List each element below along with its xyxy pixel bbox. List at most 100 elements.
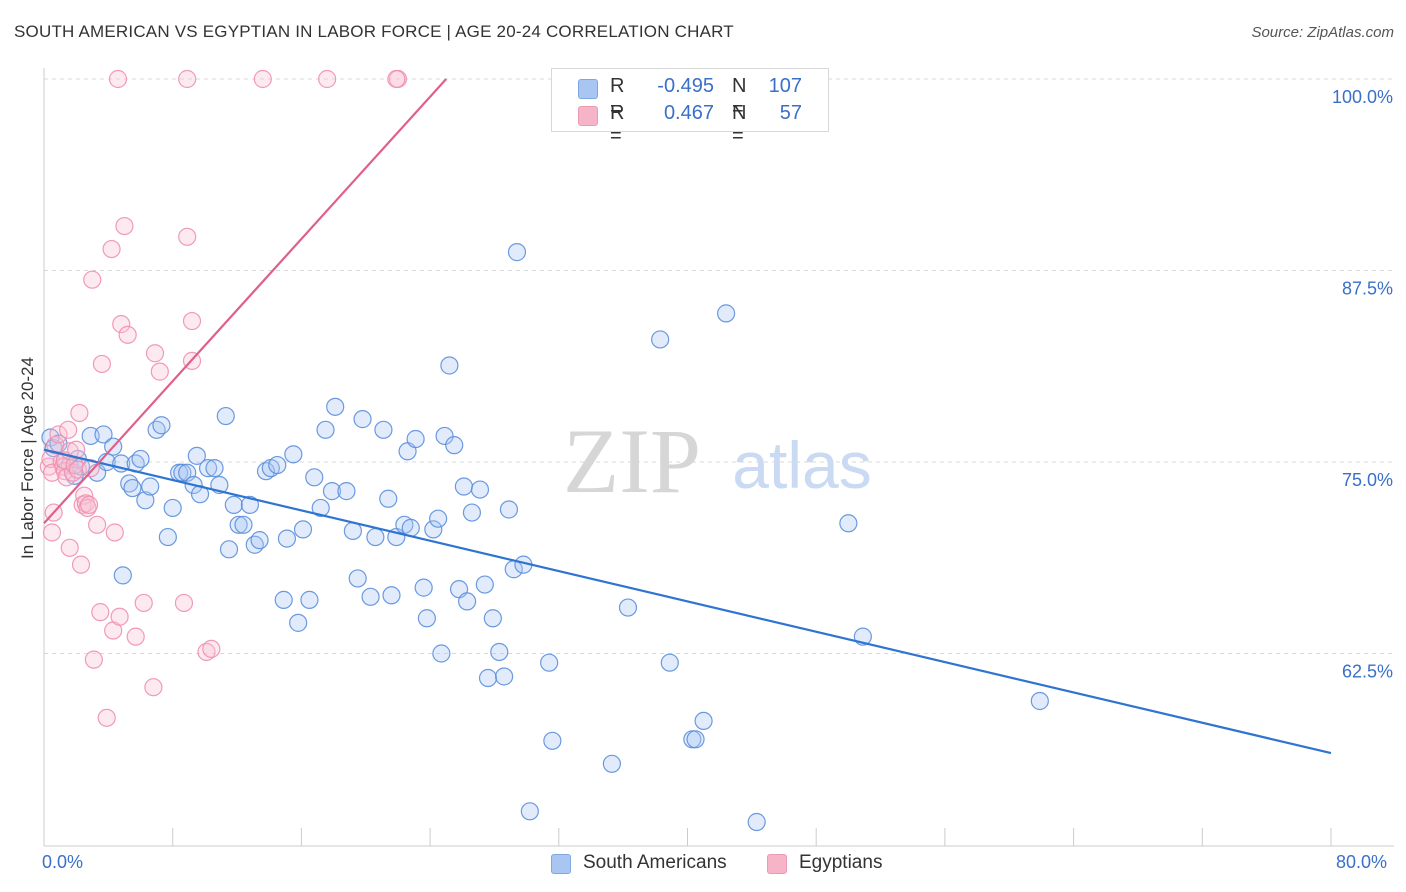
data-point [118, 325, 137, 344]
data-point [112, 315, 131, 334]
egyptians-points [39, 69, 408, 727]
data-point [490, 642, 509, 662]
data-point [543, 731, 562, 750]
data-point [105, 523, 124, 542]
legend-swatch-blue [578, 79, 598, 99]
data-point [229, 515, 248, 534]
data-point [1030, 691, 1049, 711]
data-point [274, 590, 293, 609]
trend-line-egyptians [43, 78, 448, 525]
data-point [182, 311, 202, 331]
data-point [540, 653, 559, 672]
data-point [126, 627, 145, 646]
data-point [205, 459, 224, 478]
data-point [71, 555, 91, 574]
data-point [318, 69, 337, 89]
series-swatch-blue [551, 854, 571, 874]
data-point [495, 667, 514, 686]
data-point [108, 69, 128, 89]
source-label: Source: ZipAtlas.com [1251, 24, 1394, 41]
legend-swatch-pink [578, 106, 598, 126]
data-point [660, 653, 679, 672]
data-point [717, 304, 736, 323]
data-point [366, 527, 385, 547]
data-point [387, 69, 406, 89]
data-point [651, 330, 670, 349]
data-point [174, 593, 194, 613]
data-point [70, 403, 89, 423]
data-point [141, 477, 160, 496]
y-tick-label: 87.5% [1342, 279, 1393, 299]
data-point [60, 538, 79, 557]
data-point [747, 812, 766, 832]
data-point [78, 498, 97, 518]
data-point [158, 527, 177, 547]
data-point [417, 609, 436, 628]
data-point [102, 239, 121, 259]
trend-lines [43, 78, 1332, 755]
data-point [475, 575, 494, 594]
data-point [507, 243, 527, 262]
data-point [478, 668, 498, 688]
data-point [240, 495, 260, 514]
data-point [152, 416, 171, 435]
data-point [198, 459, 218, 478]
data-point [91, 603, 110, 622]
data-point [458, 592, 477, 611]
data-point [445, 436, 464, 455]
data-point [178, 69, 197, 89]
data-point [145, 344, 165, 363]
south-americans-points [41, 243, 1049, 832]
data-point [499, 500, 519, 519]
data-point [253, 69, 272, 89]
data-point [322, 482, 342, 501]
data-point [361, 587, 380, 606]
data-point [49, 425, 68, 444]
data-point [839, 514, 858, 533]
data-point [316, 420, 335, 439]
legend-r-value: 0.467 [663, 102, 714, 124]
data-point [326, 397, 345, 416]
data-point [123, 478, 142, 498]
data-point [424, 520, 443, 539]
data-point [686, 730, 705, 749]
data-point [406, 429, 425, 449]
data-point [59, 420, 78, 439]
data-point [216, 406, 235, 426]
data-point [268, 455, 287, 475]
data-point [136, 491, 155, 510]
data-point [414, 578, 433, 597]
trend-line-south-americans [43, 448, 1332, 755]
data-point [131, 449, 150, 469]
data-point [94, 425, 113, 444]
data-point [187, 446, 206, 465]
data-point [293, 520, 313, 539]
data-point [602, 754, 621, 773]
data-point [83, 270, 102, 289]
data-point [618, 598, 638, 617]
data-point [454, 477, 473, 496]
data-point [432, 644, 451, 663]
data-point [79, 495, 99, 514]
watermark: ZIP atlas [563, 410, 872, 512]
data-point [63, 463, 83, 482]
data-point [429, 509, 448, 528]
chart-title: SOUTH AMERICAN VS EGYPTIAN IN LABOR FORC… [14, 22, 734, 41]
legend-n-value: 57 [779, 102, 802, 124]
legend-r-label: R = [610, 75, 625, 120]
data-point [300, 590, 319, 609]
data-point [110, 607, 129, 626]
legend-r-value: -0.495 [657, 75, 714, 97]
data-point [163, 498, 182, 518]
legend-n-label: N = [732, 102, 747, 147]
data-point [84, 650, 103, 669]
data-point [277, 529, 297, 548]
data-point [348, 569, 367, 588]
data-point [224, 495, 243, 514]
data-point [353, 410, 372, 429]
data-point [97, 708, 116, 727]
data-point [134, 593, 153, 613]
data-point [202, 639, 221, 659]
data-point [462, 503, 482, 522]
